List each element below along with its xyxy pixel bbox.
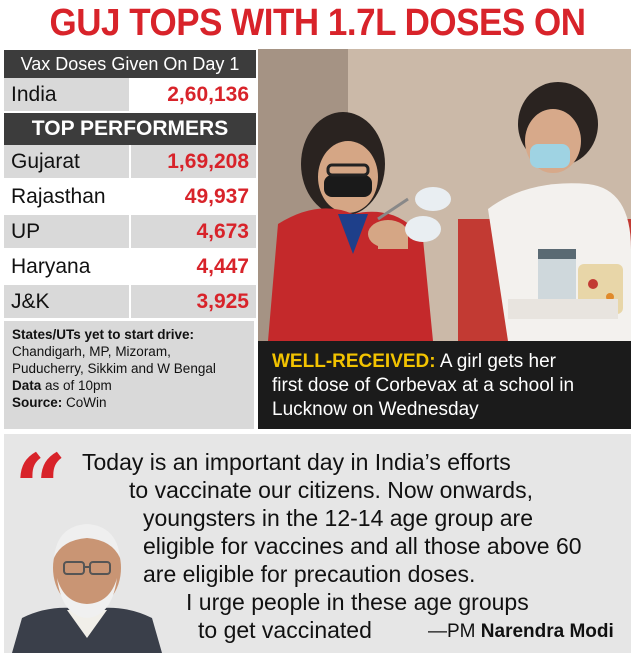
quote-panel: “ Today is an important day in India’s e… xyxy=(4,434,631,653)
headline: GUJ TOPS WITH 1.7L DOSES ON DAY 1 xyxy=(49,2,586,90)
quote-line: youngsters in the 12-14 age group are xyxy=(143,505,533,531)
vaccination-photo xyxy=(258,49,631,341)
attribution-name: Narendra Modi xyxy=(480,621,614,642)
row-value: 3,925 xyxy=(131,285,256,318)
data-label: Data xyxy=(12,378,42,393)
quote-line: to get vaccinated xyxy=(198,617,372,643)
pending-list-2: Puducherry, Sikkim and W Bengal xyxy=(12,361,216,376)
row-value: 4,447 xyxy=(131,250,256,283)
row-value: 49,937 xyxy=(131,180,256,213)
row-name: Rajasthan xyxy=(4,180,131,213)
photo-illustration xyxy=(258,49,631,341)
table-row: Rajasthan 49,937 xyxy=(4,180,256,215)
pending-label: States/UTs yet to start drive: xyxy=(12,327,195,342)
quote-line: to vaccinate our citizens. Now onwards, xyxy=(129,477,533,503)
portrait-illustration xyxy=(12,518,162,653)
row-name: Gujarat xyxy=(4,145,131,178)
table-row: J&K 3,925 xyxy=(4,285,256,320)
quote-attribution: —PM Narendra Modi xyxy=(428,618,614,646)
quote-line: Today is an important day in India’s eff… xyxy=(82,449,511,475)
data-text: as of 10pm xyxy=(41,378,112,393)
caption-line-1: A girl gets her xyxy=(435,351,557,372)
row-name: India xyxy=(4,78,131,111)
table-row: Gujarat 1,69,208 xyxy=(4,145,256,180)
row-value: 1,69,208 xyxy=(131,145,256,178)
pending-list-1: Chandigarh, MP, Mizoram, xyxy=(12,344,171,359)
table-title: Vax Doses Given On Day 1 xyxy=(4,50,256,78)
table-row: Haryana 4,447 xyxy=(4,250,256,285)
doses-table: Vax Doses Given On Day 1 India 2,60,136 … xyxy=(4,50,256,320)
table-row: UP 4,673 xyxy=(4,215,256,250)
caption-line-2: first dose of Corbevax at a school in xyxy=(272,375,575,396)
source-label: Source: xyxy=(12,395,63,410)
table-subhead: TOP PERFORMERS xyxy=(4,113,256,145)
source-text: CoWin xyxy=(62,395,107,410)
caption-lead: WELL-RECEIVED: xyxy=(272,351,436,372)
attribution-prefix: —PM xyxy=(428,621,481,642)
row-name: UP xyxy=(4,215,131,248)
quote-line: I urge people in these age groups xyxy=(186,589,529,615)
photo-caption: WELL-RECEIVED: A girl gets her first dos… xyxy=(258,341,631,429)
row-value: 4,673 xyxy=(131,215,256,248)
caption-line-3: Lucknow on Wednesday xyxy=(272,399,479,420)
row-value: 2,60,136 xyxy=(131,78,256,111)
table-row-total: India 2,60,136 xyxy=(4,78,256,113)
quote-line: eligible for vaccines and all those abov… xyxy=(143,533,582,559)
row-name: Haryana xyxy=(4,250,131,283)
row-name: J&K xyxy=(4,285,131,318)
quote-line: are eligible for precaution doses. xyxy=(143,561,476,587)
notes-box: States/UTs yet to start drive: Chandigar… xyxy=(4,321,254,429)
